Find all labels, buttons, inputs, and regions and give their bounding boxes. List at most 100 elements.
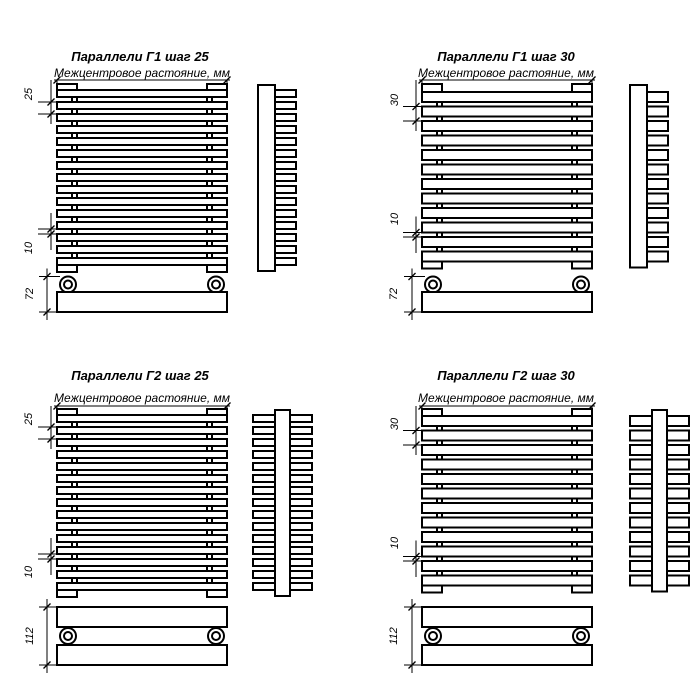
tube — [56, 89, 228, 98]
figure-subtitle: Межцентровое растояние, мм — [54, 66, 230, 80]
quadrant-g2-step30: Параллели Г2 шаг 30 Межцентровое растоян… — [388, 368, 690, 673]
dim-tick — [412, 228, 420, 237]
side-tooth-right — [664, 502, 690, 514]
gap-dimension-label: 10 — [389, 536, 401, 549]
depth-dimension-label: 112 — [388, 627, 400, 645]
dim-tick — [408, 603, 416, 611]
step-dimension-label: 30 — [389, 93, 401, 106]
tube — [421, 163, 593, 176]
side-tooth-left — [252, 510, 278, 519]
tube — [56, 534, 228, 543]
dim-tick — [588, 402, 596, 410]
tube — [56, 161, 228, 170]
side-tooth-left — [252, 450, 278, 459]
side-collector — [629, 84, 648, 269]
quadrant-g1-step30: Параллели Г1 шаг 30 Межцентровое растоян… — [388, 49, 669, 320]
tube — [56, 546, 228, 555]
tube — [421, 531, 593, 543]
tube — [421, 545, 593, 558]
tube — [56, 173, 228, 182]
side-tooth-right — [664, 574, 690, 587]
side-tooth-left — [252, 462, 278, 471]
side-tooth-right — [664, 531, 690, 543]
side-tooth-right — [644, 192, 669, 205]
tube — [56, 462, 228, 471]
tube — [421, 429, 593, 442]
tube — [421, 473, 593, 485]
side-collector — [257, 84, 276, 272]
tube — [56, 438, 228, 447]
tube — [56, 450, 228, 459]
side-tooth-left — [252, 498, 278, 507]
tube — [421, 415, 593, 427]
dim-tick — [588, 76, 596, 84]
bottom-view-back-bar — [56, 644, 228, 666]
tube — [421, 458, 593, 471]
side-tooth-right — [664, 516, 690, 529]
tube — [421, 502, 593, 514]
figure-art-g2-step25 — [38, 402, 313, 673]
side-tooth-left — [252, 474, 278, 483]
side-tooth-right — [644, 163, 669, 176]
tube — [421, 178, 593, 190]
side-tooth-right — [287, 582, 313, 591]
dim-tick — [412, 557, 420, 565]
side-tooth-right — [644, 120, 669, 132]
side-tooth-right — [644, 236, 669, 248]
pipe-connection-inner — [211, 631, 221, 641]
figure-art-g1-step30 — [403, 76, 669, 320]
side-tooth-right — [664, 487, 690, 500]
side-tooth-right — [664, 429, 690, 442]
side-tooth-right — [272, 257, 297, 266]
side-tooth-left — [252, 558, 278, 567]
side-tooth-right — [272, 149, 297, 158]
bottom-view-front-bar — [56, 606, 228, 628]
side-tooth-right — [644, 134, 669, 147]
side-tooth-right — [287, 534, 313, 543]
side-tooth-left — [629, 502, 655, 514]
side-tooth-right — [664, 458, 690, 471]
side-collector — [651, 409, 668, 593]
gap-dimension-label: 10 — [23, 241, 35, 254]
tube — [421, 192, 593, 205]
quadrant-g1-step25: Параллели Г1 шаг 25 Межцентровое растоян… — [23, 49, 297, 320]
side-tooth-right — [272, 137, 297, 146]
tube — [421, 560, 593, 572]
side-tooth-right — [272, 125, 297, 134]
side-tooth-right — [644, 250, 669, 263]
tube — [421, 250, 593, 263]
dim-tick — [53, 402, 61, 410]
tube — [56, 570, 228, 579]
dim-tick — [47, 555, 55, 563]
dim-tick — [47, 98, 55, 106]
figure-title-g1-step25: Параллели Г1 шаг 25 — [71, 49, 209, 64]
bottom-view-back-bar — [421, 644, 593, 666]
tube — [56, 221, 228, 230]
side-tooth-right — [272, 221, 297, 230]
bottom-view-front-bar — [421, 606, 593, 628]
figure-title-g1-step30: Параллели Г1 шаг 30 — [437, 49, 575, 64]
side-tooth-right — [287, 426, 313, 435]
tube — [56, 510, 228, 519]
side-tooth-right — [644, 221, 669, 234]
side-tooth-left — [629, 574, 655, 587]
dim-tick — [47, 110, 55, 118]
tube — [56, 197, 228, 206]
side-tooth-right — [272, 185, 297, 194]
side-tooth-left — [252, 426, 278, 435]
pipe-connection-inner — [428, 631, 438, 641]
dim-tick — [47, 435, 55, 443]
step-dimension-label: 25 — [23, 87, 35, 101]
tube — [421, 134, 593, 147]
tube — [421, 221, 593, 234]
tube — [56, 185, 228, 194]
tube — [56, 498, 228, 507]
dim-tick — [43, 661, 51, 669]
depth-dimension-label: 72 — [24, 288, 36, 300]
dim-tick — [223, 402, 231, 410]
side-tooth-right — [272, 113, 297, 122]
dim-tick — [418, 76, 426, 84]
side-tooth-right — [287, 462, 313, 471]
gap-dimension-label: 10 — [389, 212, 401, 225]
dim-tick — [47, 225, 55, 233]
